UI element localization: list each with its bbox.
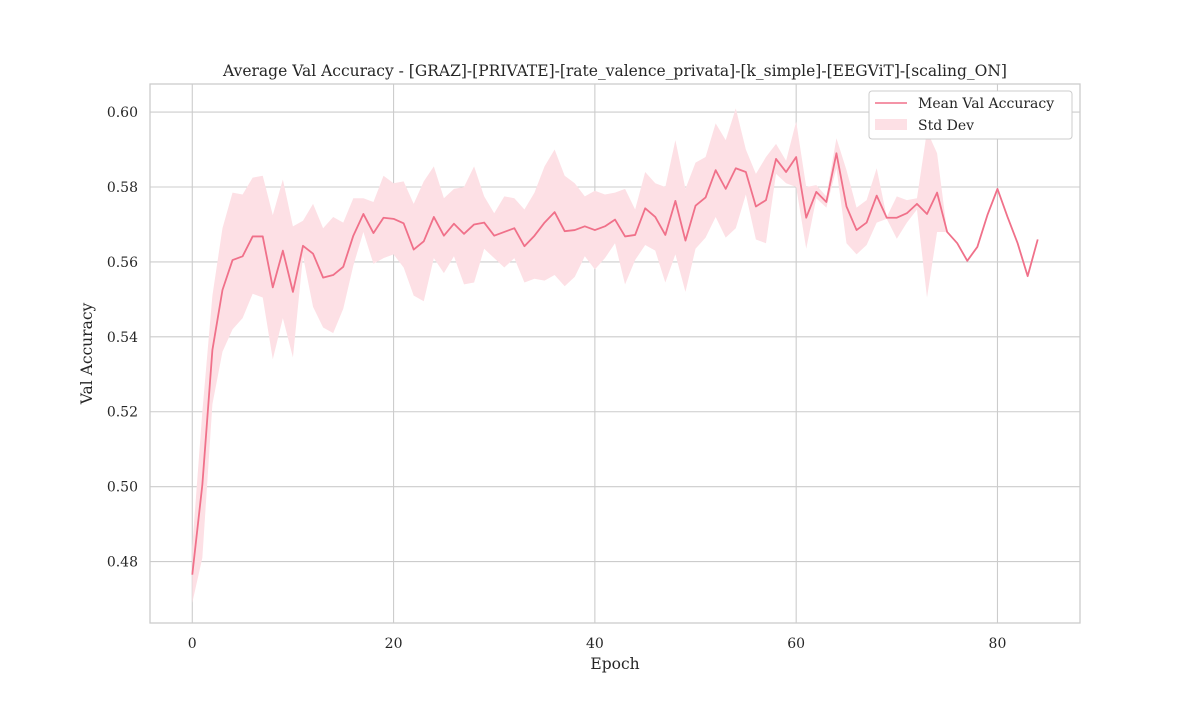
x-tick-label: 20	[385, 636, 403, 652]
x-tick-label: 0	[188, 636, 197, 652]
grid	[150, 84, 1080, 623]
ticks: 0 20 40 60 80 0.48 0.50 0.52 0.54 0.56 0.58 0.60	[107, 105, 1007, 652]
plot-frame	[149, 83, 1081, 624]
x-axis-label: Epoch	[590, 655, 639, 673]
std-dev-band	[192, 108, 1038, 603]
x-tick-label: 40	[586, 636, 604, 652]
x-tick-label: 60	[787, 636, 805, 652]
x-tick-label: 80	[989, 636, 1007, 652]
y-tick-label: 0.60	[107, 105, 138, 121]
y-tick-label: 0.50	[107, 480, 138, 496]
std-dev-band-layer	[192, 108, 1038, 603]
y-tick-label: 0.52	[107, 405, 138, 421]
y-axis-label: Val Accuracy	[78, 303, 96, 406]
y-tick-label: 0.56	[107, 255, 138, 271]
legend-band-swatch	[875, 119, 907, 130]
chart-title: Average Val Accuracy - [GRAZ]-[PRIVATE]-…	[222, 62, 1007, 80]
mean-val-accuracy-line	[191, 152, 1039, 575]
y-tick-label: 0.54	[107, 330, 138, 346]
legend: Mean Val Accuracy Std Dev	[868, 90, 1073, 140]
legend-entry-mean: Mean Val Accuracy	[918, 96, 1054, 112]
mean-line-layer	[191, 152, 1039, 575]
legend-entry-std: Std Dev	[918, 118, 974, 134]
legend-box	[868, 90, 1073, 140]
y-tick-label: 0.58	[107, 180, 138, 196]
y-tick-label: 0.48	[107, 555, 138, 571]
